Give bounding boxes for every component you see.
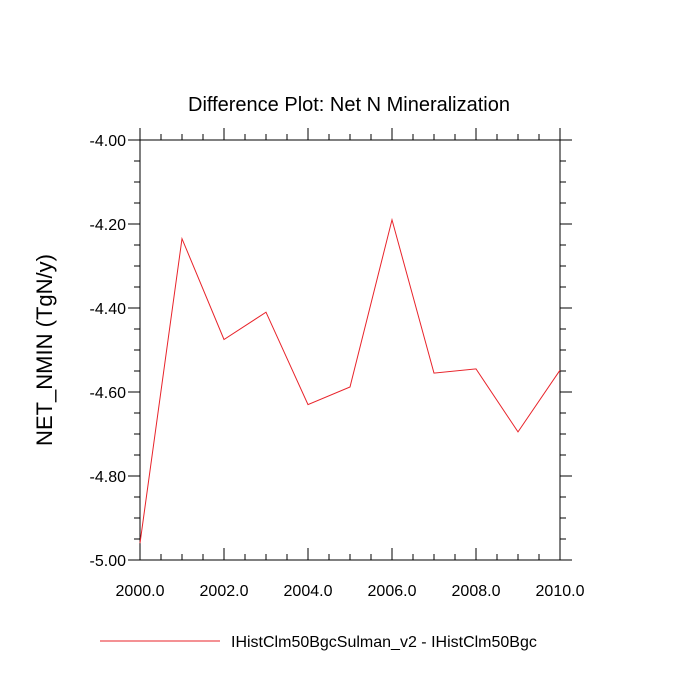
series-layer bbox=[139, 217, 561, 544]
x-tick-label: 2006.0 bbox=[368, 583, 417, 600]
x-tick-label: 2000.0 bbox=[116, 583, 165, 600]
x-tick-labels: 2000.0 2002.0 2004.0 2006.0 2008.0 2010.0 bbox=[116, 583, 585, 600]
x-tick-label: 2008.0 bbox=[452, 583, 501, 600]
y-tick-label: -4.80 bbox=[90, 469, 127, 486]
series-line bbox=[139, 217, 561, 544]
axis-ticks bbox=[128, 128, 572, 561]
chart-title: Difference Plot: Net N Mineralization bbox=[188, 94, 510, 116]
x-tick-label: 2004.0 bbox=[284, 583, 333, 600]
legend: IHistClm50BgcSulman_v2 - IHistClm50Bgc bbox=[100, 634, 537, 651]
legend-entry-label: IHistClm50BgcSulman_v2 - IHistClm50Bgc bbox=[231, 634, 537, 651]
y-tick-label: -4.00 bbox=[90, 133, 127, 150]
y-axis-label: NET_NMIN (TgN/y) bbox=[32, 254, 57, 446]
y-tick-labels: -4.00 -4.20 -4.40 -4.60 -4.80 -5.00 bbox=[90, 133, 127, 570]
x-tick-label: 2002.0 bbox=[200, 583, 249, 600]
y-tick-label: -4.60 bbox=[90, 385, 127, 402]
x-tick-label: 2010.0 bbox=[536, 583, 585, 600]
plot-frame bbox=[139, 139, 561, 561]
y-tick-label: -5.00 bbox=[90, 553, 127, 570]
y-tick-label: -4.40 bbox=[90, 301, 127, 318]
y-tick-label: -4.20 bbox=[90, 217, 127, 234]
